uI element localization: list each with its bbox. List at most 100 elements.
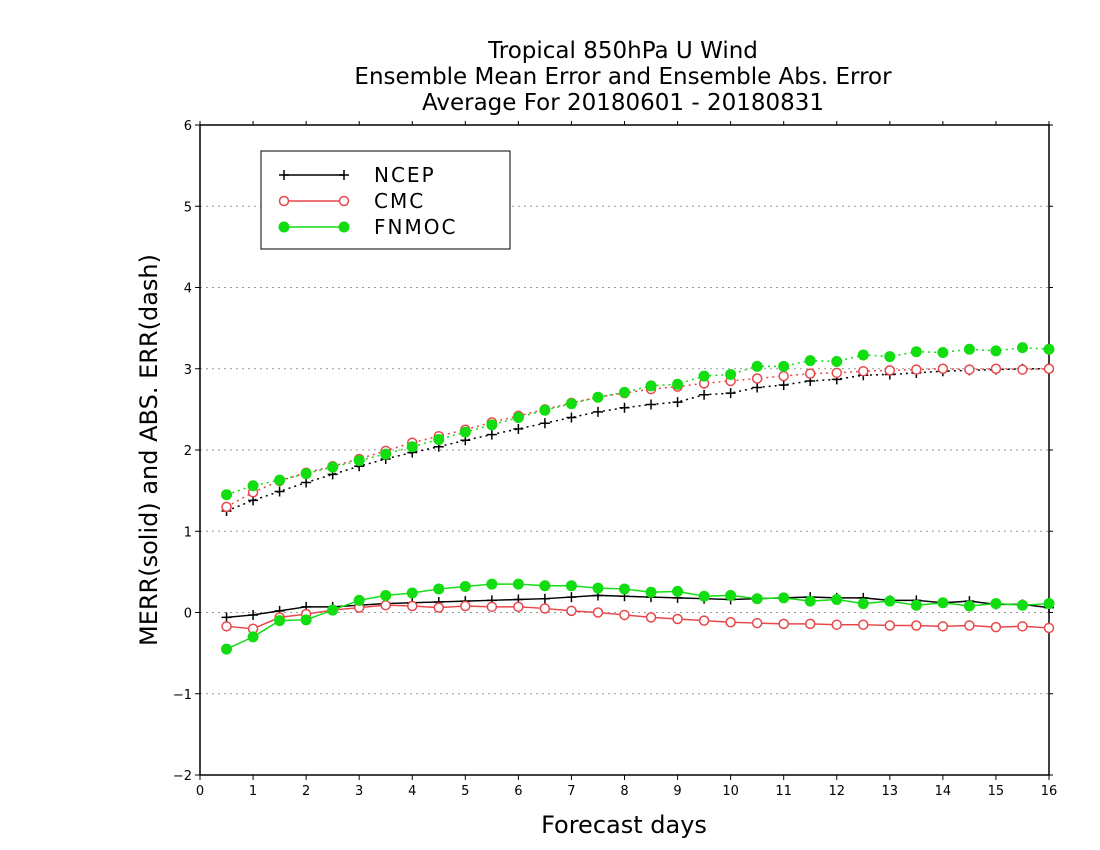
series-fnmoc-merr-point <box>274 615 286 627</box>
series-ncep-abs-err-line <box>226 368 1049 512</box>
x-tick-label: 10 <box>722 784 739 799</box>
legend-marker-fnmoc-start <box>278 221 290 233</box>
series-fnmoc-abs-err-point <box>831 355 843 367</box>
series-fnmoc-abs-err-point <box>380 448 392 460</box>
legend-marker-cmc-end <box>338 195 350 207</box>
series-cmc-abs-err-point <box>831 367 842 379</box>
series-ncep-abs-err-point <box>725 388 736 399</box>
series-fnmoc-abs-err-point <box>565 398 577 410</box>
series-cmc-merr-point <box>1017 621 1028 632</box>
y-tick-label: 3 <box>184 363 192 378</box>
x-tick-label: 6 <box>514 784 522 799</box>
legend-label-ncep: NCEP <box>374 163 436 187</box>
legend-entry-ncep: NCEP <box>279 163 436 187</box>
series-fnmoc-abs-err-point <box>459 426 471 438</box>
series-ncep-merr-line <box>226 594 1050 619</box>
series-fnmoc-abs-err-point <box>221 489 233 501</box>
series-cmc-abs-err-point <box>964 364 975 375</box>
series-cmc-merr-point <box>486 601 498 613</box>
series-fnmoc-abs-err-point <box>433 433 445 445</box>
series-fnmoc-merr-point <box>486 578 498 590</box>
series-cmc-merr-point <box>725 617 736 628</box>
series-fnmoc-abs-err-point <box>592 391 604 403</box>
series-fnmoc-abs-err-point <box>1043 343 1055 355</box>
series-cmc-merr-point <box>937 621 949 632</box>
series-fnmoc-abs-err-point <box>884 351 896 363</box>
series-cmc-merr-point <box>513 601 524 613</box>
series-fnmoc-merr-point <box>751 593 763 605</box>
series-ncep-abs-err-point <box>486 429 497 440</box>
series-fnmoc-abs-err-point <box>778 360 790 372</box>
legend-marker-ncep-start <box>279 170 289 180</box>
series-cmc-abs-err-line <box>226 367 1050 508</box>
series-fnmoc-merr-point <box>937 597 949 609</box>
series-ncep <box>221 363 1054 623</box>
series-fnmoc-abs-err-point <box>486 419 498 431</box>
series-cmc-abs-err-point <box>221 501 232 513</box>
x-tick-label: 5 <box>461 784 469 799</box>
series-fnmoc-merr-point <box>433 583 445 595</box>
series-cmc-abs-err-point <box>804 368 816 379</box>
series-cmc-merr-point <box>460 600 471 612</box>
series-fnmoc-abs-err-point <box>619 386 630 398</box>
series-cmc-merr-point <box>433 602 445 613</box>
series-fnmoc-abs-err-point <box>1016 342 1028 354</box>
series-ncep-merr-point <box>539 593 550 604</box>
x-tick-label: 3 <box>355 784 363 799</box>
series-fnmoc-abs-err-point <box>512 412 524 423</box>
grid-lines <box>200 205 1049 695</box>
x-tick-label: 14 <box>935 784 952 799</box>
series-fnmoc-merr-point <box>884 595 896 607</box>
series-ncep-abs-err-point <box>752 382 763 393</box>
series-fnmoc-abs-err-point <box>910 346 922 358</box>
series-ncep-abs-err-point <box>646 399 657 410</box>
x-tick-label: 15 <box>988 784 1005 799</box>
series-fnmoc-merr-point <box>565 580 577 592</box>
series-fnmoc-abs-err-point <box>327 461 339 473</box>
series-cmc-merr-point <box>619 609 630 621</box>
series-cmc-merr-point <box>831 619 842 630</box>
series-fnmoc-abs-err-point <box>274 474 286 486</box>
series-fnmoc-merr-point <box>327 604 339 616</box>
series-fnmoc-merr-point <box>857 598 869 610</box>
series-ncep-abs-err-point <box>778 380 789 390</box>
x-tick-label: 16 <box>1041 784 1058 799</box>
series-fnmoc-merr-point <box>778 592 790 604</box>
series-cmc-merr-point <box>1043 622 1055 634</box>
series-fnmoc-abs-err-point <box>406 441 418 453</box>
series-cmc <box>221 363 1055 634</box>
series-fnmoc-merr-point <box>221 643 233 655</box>
series-layer <box>221 342 1055 655</box>
series-cmc-merr-line <box>226 604 1050 630</box>
y-tick-label: 5 <box>184 200 192 215</box>
series-fnmoc-merr-point <box>698 590 710 602</box>
series-cmc-merr-point <box>990 621 1002 633</box>
series-cmc-abs-err-point <box>751 373 763 384</box>
series-fnmoc-abs-err-point <box>698 370 710 382</box>
x-tick-label: 0 <box>196 784 204 799</box>
legend-marker-ncep-end <box>339 170 349 180</box>
series-ncep-abs-err-point <box>672 397 683 408</box>
series-ncep-abs-err-point <box>301 477 312 488</box>
x-tick-label: 8 <box>620 784 628 799</box>
series-fnmoc-merr-point <box>592 582 604 594</box>
series-cmc-merr-point <box>778 618 789 630</box>
x-tick-label: 1 <box>249 784 257 799</box>
chart-title-line-1: Tropical 850hPa U Wind <box>487 38 758 64</box>
series-fnmoc-abs-err-point <box>990 345 1002 357</box>
series-cmc-merr-point <box>911 620 922 631</box>
series-cmc-abs-err-point <box>990 363 1002 374</box>
series-fnmoc-abs-err-point <box>353 455 365 467</box>
series-fnmoc-merr-point <box>963 600 975 612</box>
series-fnmoc-abs-err-point <box>937 347 949 358</box>
series-fnmoc-merr-point <box>1016 599 1028 611</box>
series-fnmoc-merr-point <box>804 595 816 607</box>
chart-title-line-3: Average For 20180601 - 20180831 <box>422 90 824 116</box>
legend-box <box>260 150 511 250</box>
series-ncep-merr-point <box>248 609 259 620</box>
series-fnmoc-merr-point <box>539 580 551 592</box>
series-fnmoc-merr-point <box>645 586 657 598</box>
y-tick-label: 2 <box>184 444 192 459</box>
